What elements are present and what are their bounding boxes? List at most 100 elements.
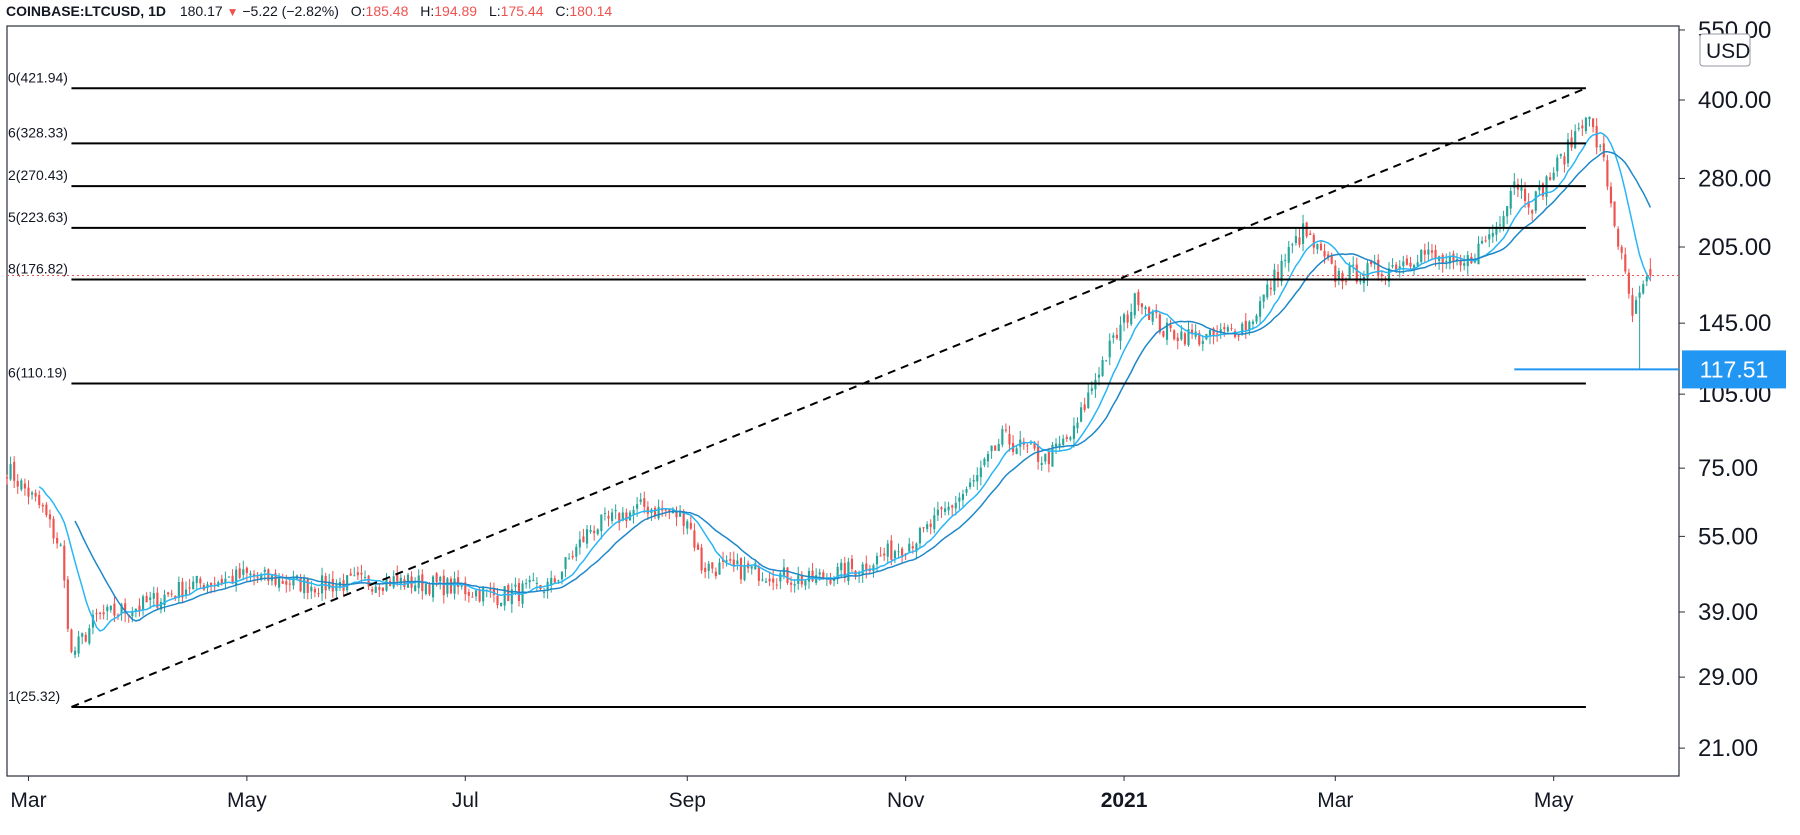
candle-body [163, 594, 166, 605]
candle-body [1581, 125, 1584, 129]
candle-body [1634, 300, 1638, 314]
candle-body [1223, 327, 1226, 330]
fibonacci-levels[interactable]: 0(421.94) 6(328.33) 2(270.43) 5(223.63) 8(17… [8, 69, 1586, 708]
candle-body [1380, 274, 1383, 277]
candle-body [822, 572, 825, 579]
time-axis[interactable]: Mar May Jul Sep Nov 2021 Mar May [10, 776, 1574, 812]
candle-body [439, 576, 442, 582]
candle-body [1130, 311, 1133, 325]
candle-body [653, 507, 657, 516]
candle-body [743, 564, 746, 580]
candle-body [729, 559, 732, 561]
candle-body [1502, 216, 1505, 228]
candle-body [1370, 261, 1373, 265]
candle-body [1595, 126, 1598, 148]
candle-body [532, 580, 535, 582]
candle-body [245, 567, 248, 574]
candle-body [1183, 333, 1186, 345]
candle-body [1448, 255, 1451, 264]
current-price-badge-text: 117.51 [1700, 356, 1769, 382]
close-value: 180.14 [569, 3, 613, 19]
candle-body [714, 571, 717, 577]
plot-area[interactable] [6, 25, 1680, 777]
candle-body [1319, 243, 1323, 251]
candle-body [1627, 272, 1630, 294]
candle-body [356, 572, 359, 576]
candle-body [27, 487, 30, 497]
candle-body [818, 572, 821, 575]
price-tick-label: 39.00 [1698, 599, 1758, 626]
candle-body [990, 445, 993, 452]
candle-body [227, 576, 231, 578]
candle-body [1563, 156, 1566, 165]
candle-body [575, 546, 578, 557]
candle-body [1015, 448, 1018, 454]
candle-body [772, 578, 775, 583]
price-tick-label: 280.00 [1698, 165, 1771, 192]
candle-body [700, 547, 703, 571]
fib-level-label: 5(223.63) [8, 209, 68, 225]
candle-body [424, 584, 427, 595]
candle-body [1588, 116, 1591, 120]
candle-body [918, 528, 922, 544]
candle-body [603, 513, 606, 515]
time-tick-label: May [227, 789, 267, 812]
current-price-badge [1682, 350, 1786, 389]
candle-body [1155, 310, 1158, 313]
candle-body [81, 633, 84, 637]
candle-body [306, 579, 309, 593]
candle-body [1484, 240, 1487, 242]
candle-body [1201, 341, 1204, 344]
candle-body [1004, 429, 1007, 431]
currency-unit-box[interactable] [1699, 33, 1751, 67]
candle-body [1151, 311, 1154, 322]
candle-body [1495, 226, 1498, 235]
candle-body [16, 480, 19, 487]
candle-body [614, 510, 617, 512]
trend-line[interactable] [71, 87, 1587, 708]
candle-body [1051, 444, 1054, 467]
candle-body [1244, 320, 1247, 331]
candle-body [911, 546, 914, 549]
candle-body [1624, 254, 1627, 272]
candle-body [1506, 206, 1509, 217]
candle-body [775, 584, 778, 586]
candle-body [886, 543, 889, 557]
candle-body [1058, 443, 1061, 447]
candlesticks [5, 116, 1652, 659]
candle-body [378, 587, 381, 590]
candle-body [707, 563, 710, 571]
candle-body [1541, 183, 1545, 197]
candle-body [1115, 334, 1118, 339]
candle-body [1069, 437, 1072, 440]
candle-body [686, 521, 689, 529]
candle-body [693, 530, 696, 548]
symbol-name[interactable]: COINBASE:LTCUSD, 1D [6, 3, 166, 19]
price-axis[interactable]: 550.00400.00280.00205.00145.00105.0075.0… [1679, 17, 1771, 762]
candle-body [804, 580, 807, 586]
candle-body [1094, 379, 1097, 390]
candle-body [550, 578, 553, 585]
candle-body [1276, 271, 1280, 281]
candle-body [840, 562, 843, 571]
candle-body [1105, 360, 1108, 362]
candle-body [1090, 388, 1093, 392]
trend-line-group[interactable] [71, 87, 1587, 708]
candle-body [1330, 255, 1333, 264]
candle-body [1076, 422, 1079, 429]
candle-body [138, 605, 141, 611]
candle-body [589, 530, 592, 532]
candle-body [231, 575, 234, 584]
candle-body [1259, 301, 1262, 317]
candle-body [621, 512, 624, 521]
candle-body [507, 585, 510, 602]
candle-body [274, 573, 277, 585]
price-change: −5.22 (−2.82%) [242, 3, 339, 19]
candle-body [1445, 261, 1448, 263]
candle-body [625, 512, 628, 522]
candle-body [1162, 331, 1165, 337]
fib-level-label: 1(25.32) [8, 688, 60, 704]
candle-body [1208, 330, 1212, 337]
candle-body [593, 530, 596, 534]
